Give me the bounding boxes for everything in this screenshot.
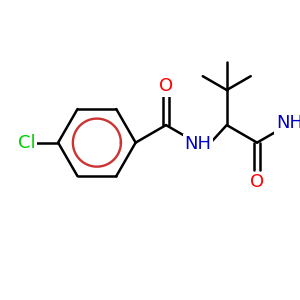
Text: O: O bbox=[159, 77, 173, 95]
Text: Cl: Cl bbox=[18, 134, 36, 152]
Text: O: O bbox=[250, 173, 264, 191]
Text: NH: NH bbox=[276, 114, 300, 132]
Text: NH: NH bbox=[185, 136, 212, 154]
